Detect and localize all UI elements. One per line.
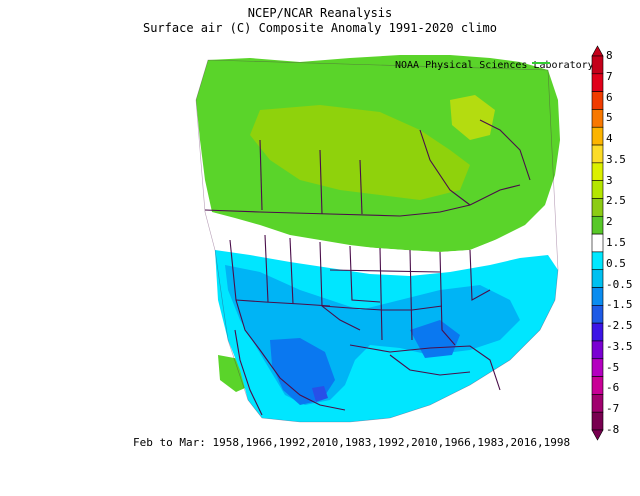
political-boundaries: [204, 119, 531, 416]
warm-anomaly-peak: [450, 95, 495, 140]
colorbar-tick-label: -5: [606, 360, 620, 374]
colorbar-tick-label: 8: [606, 49, 613, 62]
colorbar-segment: [591, 126, 604, 146]
map-outline: [195, 59, 559, 423]
colorbar-tick-label: 2: [606, 215, 613, 229]
composite-years-label: Feb to Mar: 1958,1966,1992,2010,1983,199…: [133, 436, 571, 449]
credit-label: NOAA Physical Sciences Laboratory: [395, 60, 594, 71]
colorbar-max-arrow: [591, 45, 604, 57]
colorbar-tick-label: -3.5: [606, 339, 633, 353]
colorbar-segment: [591, 394, 604, 413]
neutral-band: [205, 212, 530, 272]
colorbar-tick-label: 3.5: [606, 152, 626, 166]
colorbar-tick-label: -0.5: [606, 277, 633, 291]
colorbar-segment: [591, 322, 604, 342]
colorbar-segment: [591, 340, 604, 360]
colorbar-segment: [591, 233, 604, 253]
map-title: NCEP/NCAR Reanalysis: [247, 6, 393, 20]
colorbar-tick-label: 0.5: [606, 256, 626, 270]
colorbar-tick-label: -6: [606, 381, 620, 395]
colorbar-tick-label: 5: [606, 111, 613, 125]
colorbar-segment: [591, 91, 604, 110]
colorbar-segment: [591, 109, 604, 128]
colorbar-segment: [591, 198, 604, 217]
colorbar-segment: [591, 251, 604, 271]
cool-anomaly-core: [312, 386, 328, 402]
colorbar-tick-label: -8: [606, 423, 620, 436]
colorbar-tick-label: 2.5: [606, 194, 626, 208]
colorbar-segment: [591, 376, 604, 395]
map-subtitle: Surface air (C) Composite Anomaly 1991-2…: [142, 21, 497, 35]
colorbar-tick-label: 6: [606, 90, 613, 104]
colorbar-segment: [591, 180, 604, 199]
colorbar-tick-label: 7: [606, 69, 613, 83]
colorbar-tick-label: 3: [606, 173, 613, 187]
colorbar-segment: [591, 73, 604, 92]
colorbar-segment: [591, 55, 604, 75]
colorbar-segment: [591, 144, 604, 164]
colorbar-segment: [591, 287, 604, 306]
colorbar-tick-label: -2.5: [606, 319, 633, 333]
colorbar-segment: [591, 411, 604, 431]
colorbar-segment: [591, 162, 604, 181]
warm-anomaly-core: [250, 105, 470, 200]
colorbar-tick-label: -1.5: [606, 298, 633, 312]
credit-underline: [532, 62, 550, 64]
colorbar-segment: [591, 305, 604, 324]
colorbar-segment: [591, 358, 604, 377]
colorbar-segment: [591, 269, 604, 288]
colorbar-min-arrow: [591, 429, 604, 441]
colorbar-tick-label: 1.5: [606, 236, 626, 249]
colorbar-tick-label: 4: [606, 132, 613, 146]
colorbar-tick-label: -7: [606, 402, 620, 416]
colorbar-segment: [591, 215, 604, 235]
